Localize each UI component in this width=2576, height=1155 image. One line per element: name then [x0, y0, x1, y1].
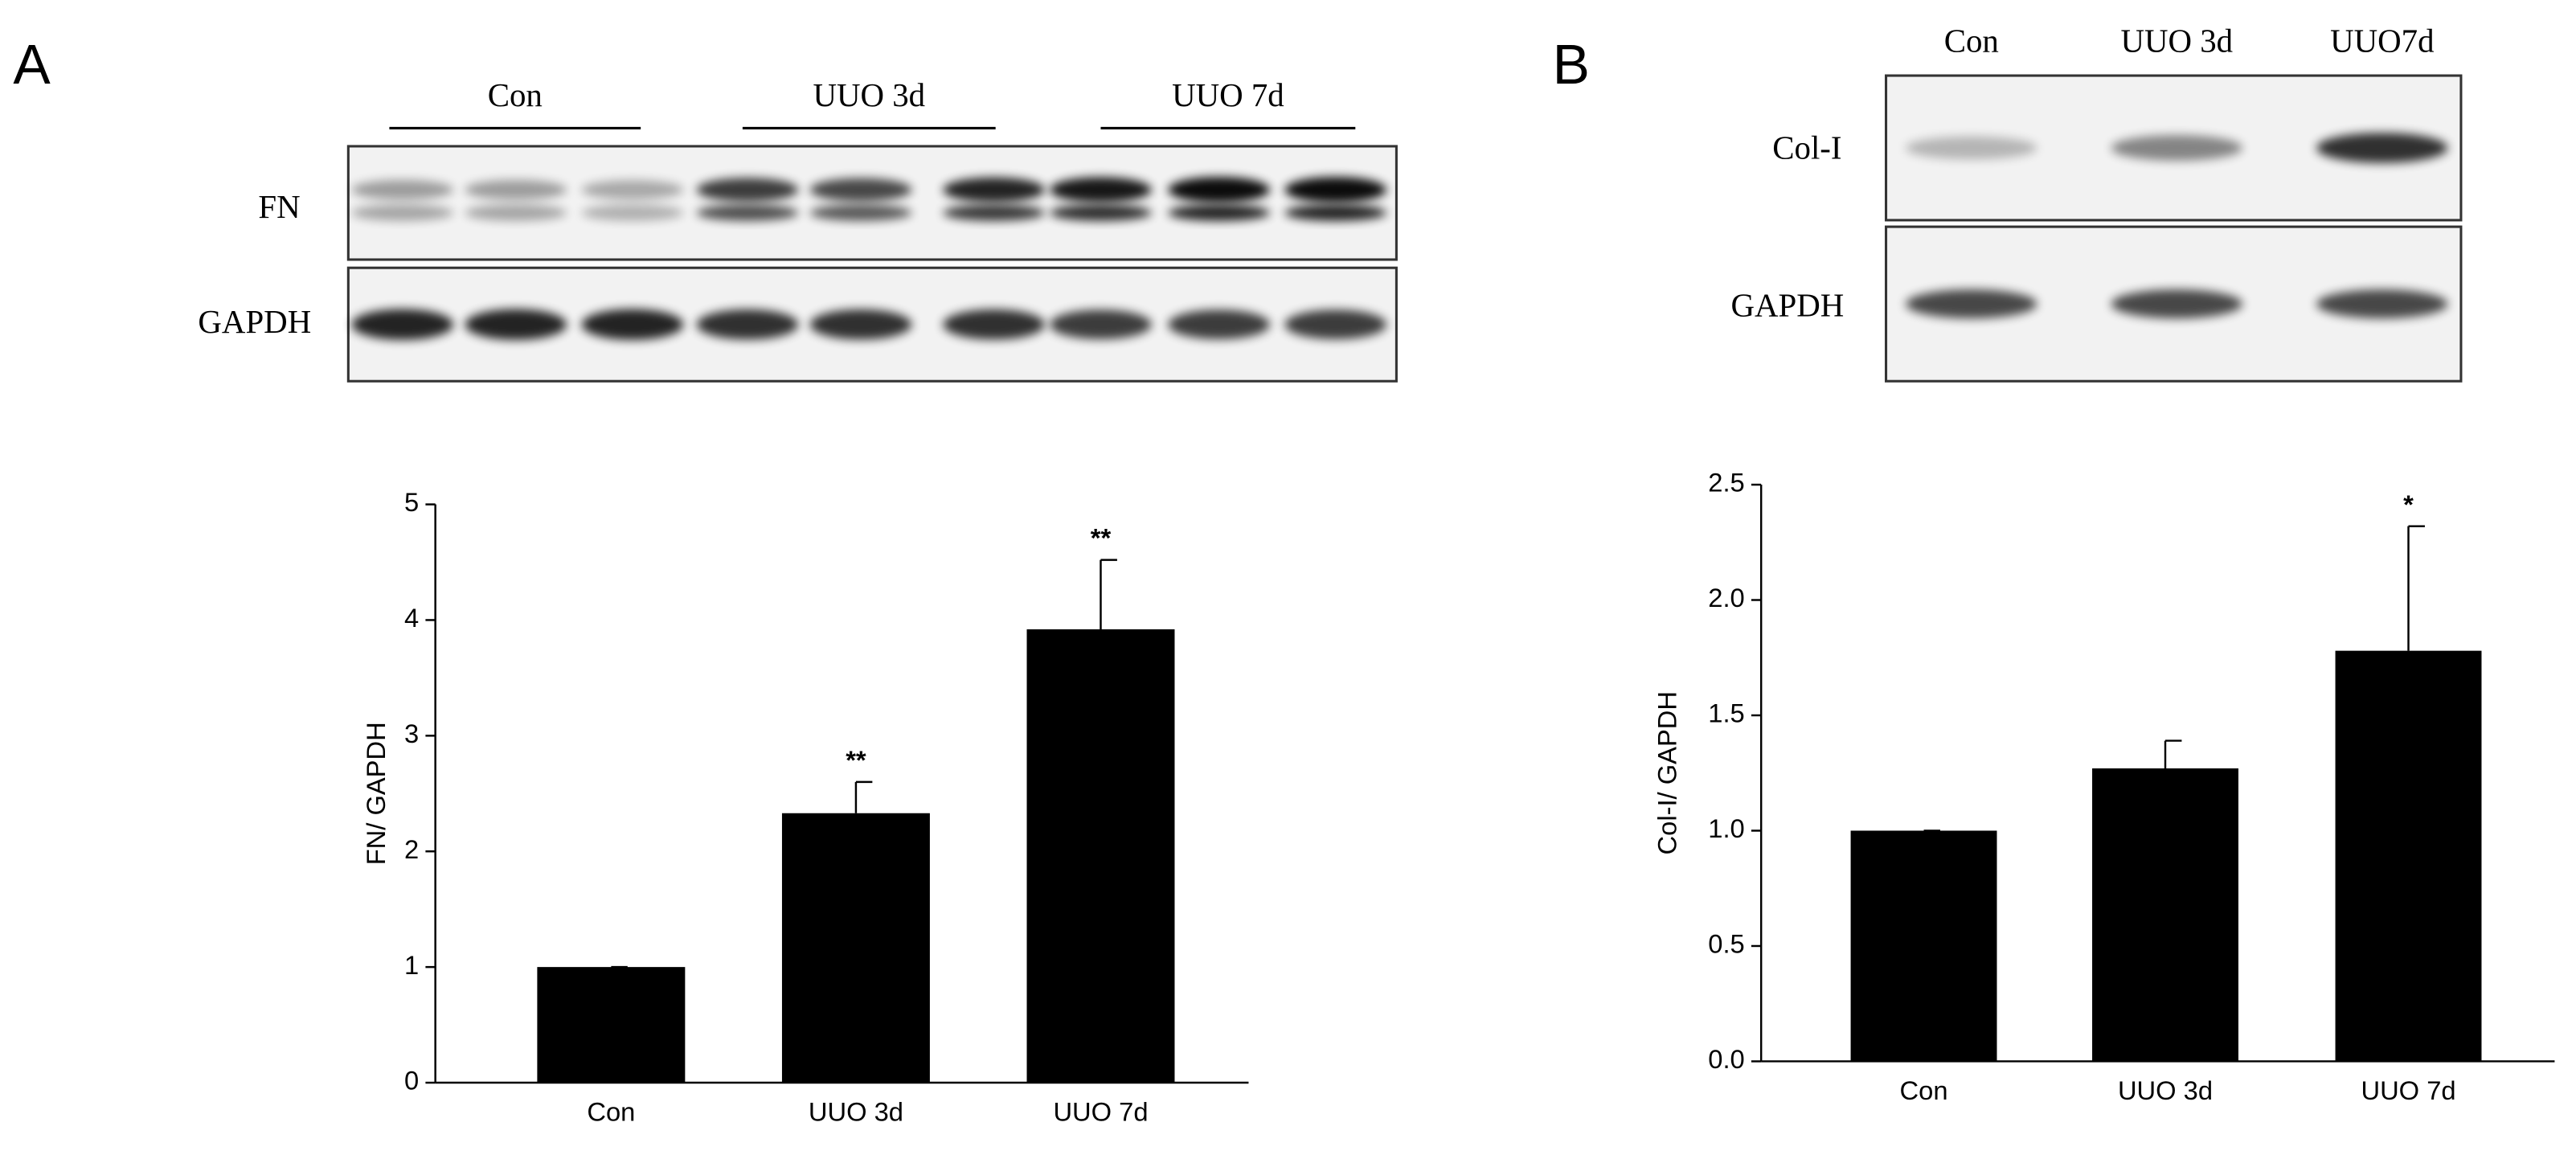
significance: *	[2403, 489, 2414, 519]
band	[1168, 309, 1271, 340]
y-tick-label: 1.0	[1708, 813, 1744, 843]
row-label: GAPDH	[1730, 288, 1844, 324]
x-tick-label: UUO 7d	[1053, 1097, 1148, 1127]
band	[581, 309, 684, 340]
panel-letter: B	[1553, 33, 1590, 96]
band	[581, 180, 684, 200]
band	[351, 204, 454, 221]
panel-letter: A	[13, 33, 51, 96]
band	[1284, 204, 1387, 221]
band	[943, 204, 1045, 221]
band	[696, 309, 799, 340]
band	[465, 179, 567, 200]
band	[465, 204, 567, 221]
band	[351, 309, 454, 340]
group-label: UUO 3d	[813, 77, 925, 113]
band	[809, 309, 912, 340]
group-label: Con	[1944, 23, 1999, 59]
row-label: FN	[258, 189, 300, 225]
y-tick-label: 1.5	[1708, 698, 1744, 728]
significance: **	[1091, 523, 1112, 553]
x-tick-label: Con	[1900, 1075, 1948, 1105]
bar	[781, 813, 930, 1083]
y-axis-label: Col-I/ GAPDH	[1652, 691, 1681, 854]
band	[1906, 289, 2037, 319]
group-label: Con	[488, 77, 543, 113]
bar	[2092, 768, 2238, 1062]
row-label: Col-I	[1772, 129, 1841, 166]
band	[1906, 136, 2037, 160]
band	[943, 309, 1045, 340]
y-tick-label: 0.5	[1708, 929, 1744, 959]
bar	[537, 967, 686, 1083]
band	[1050, 309, 1152, 340]
x-tick-label: Con	[587, 1097, 635, 1127]
bar	[2335, 650, 2482, 1062]
band	[1284, 177, 1387, 203]
y-tick-label: 2.5	[1708, 468, 1744, 498]
y-tick-label: 2.0	[1708, 583, 1744, 612]
band	[696, 178, 799, 202]
group-label: UUO7d	[2330, 23, 2434, 59]
band	[351, 179, 454, 200]
y-axis-label: FN/ GAPDH	[361, 722, 391, 865]
x-tick-label: UUO 7d	[2361, 1075, 2455, 1105]
y-tick-label: 0	[404, 1066, 419, 1096]
band	[943, 177, 1045, 203]
band	[2316, 133, 2448, 163]
group-label: UUO 3d	[2120, 23, 2233, 59]
bar	[1026, 629, 1175, 1083]
band	[1284, 309, 1387, 340]
band	[2111, 135, 2243, 161]
y-tick-label: 5	[404, 487, 419, 517]
band	[1168, 204, 1271, 221]
row-label: GAPDH	[198, 304, 311, 340]
band	[465, 309, 567, 340]
band	[809, 178, 912, 202]
group-label: UUO 7d	[1172, 77, 1284, 113]
band	[2111, 289, 2243, 319]
x-tick-label: UUO 3d	[809, 1097, 903, 1127]
band	[696, 204, 799, 221]
blot-box	[346, 145, 1398, 261]
y-tick-label: 2	[404, 834, 419, 864]
bar	[1850, 830, 1997, 1062]
band	[2316, 289, 2448, 319]
significance: **	[846, 745, 866, 775]
band	[1050, 177, 1152, 203]
x-tick-label: UUO 3d	[2118, 1075, 2213, 1105]
band	[1168, 177, 1271, 203]
y-tick-label: 1	[404, 950, 419, 980]
band	[809, 204, 912, 221]
y-tick-label: 4	[404, 603, 419, 633]
band	[581, 204, 684, 221]
y-tick-label: 0.0	[1708, 1044, 1744, 1074]
band	[1050, 204, 1152, 221]
y-tick-label: 3	[404, 719, 419, 748]
